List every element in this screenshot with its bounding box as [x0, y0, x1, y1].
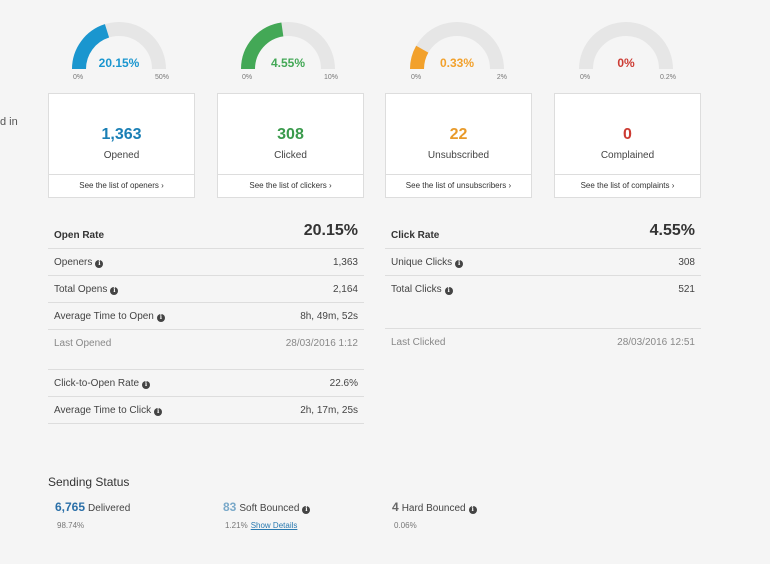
stat-row-unique-clicks: Unique Clicks i 308: [385, 249, 701, 276]
stat-value: 28/03/2016 1:12: [285, 338, 358, 349]
card-value: 308: [277, 126, 304, 143]
complaints-list-link[interactable]: See the list of complaints ›: [555, 174, 700, 197]
stat-value: 8h, 49m, 52s: [300, 311, 358, 322]
delivered-count: 6,765: [55, 500, 86, 514]
stat-row-avg-time-open: Average Time to Open i 8h, 49m, 52s: [48, 303, 364, 330]
gauge-click-rate: 4.55% 0% 10%: [238, 22, 338, 84]
info-icon[interactable]: i: [302, 506, 311, 514]
openers-list-link[interactable]: See the list of openers ›: [49, 174, 194, 197]
gauge-arc: [410, 22, 504, 70]
open-stats-panel: Open Rate 20.15% Openers i 1,363 Total Op…: [48, 217, 364, 357]
gauge-percent: 0.33%: [439, 56, 475, 70]
stat-value: 1,363: [332, 257, 358, 268]
stat-value: 521: [678, 284, 695, 295]
gauge-complaint-rate: 0% 0% 0.2%: [576, 22, 676, 84]
card-value: 22: [449, 126, 468, 143]
gauge-arc: [241, 22, 335, 70]
stat-row-avg-time-click: Average Time to Click i 2h, 17m, 25s: [48, 397, 364, 424]
stat-value: 308: [678, 257, 695, 268]
cut-off-text: d in: [0, 116, 18, 128]
stat-label: Last Clicked: [391, 337, 446, 348]
info-icon[interactable]: i: [156, 314, 165, 322]
stat-label: Total Opens: [54, 284, 108, 295]
stat-label: Openers: [54, 257, 93, 268]
info-icon[interactable]: i: [468, 506, 477, 514]
click-to-open-panel: Click-to-Open Rate i 22.6% Average Time t…: [48, 369, 364, 424]
stat-value: 2h, 17m, 25s: [300, 405, 358, 416]
hard-bounced-label: Hard Bounced: [401, 503, 466, 514]
card-label: Opened: [103, 150, 140, 161]
card-complained: 0 Complained See the list of complaints …: [554, 93, 701, 198]
delivered-stat: 6,765 Delivered 98.74%: [55, 500, 131, 530]
stat-value: 2,164: [332, 284, 358, 295]
clickers-list-link[interactable]: See the list of clickers ›: [218, 174, 363, 197]
stat-row-click-to-open: Click-to-Open Rate i 22.6%: [48, 370, 364, 397]
delivered-pct: 98.74%: [57, 521, 85, 530]
gauge-arc: [72, 22, 166, 70]
gauge-max: 50%: [154, 74, 169, 81]
card-label: Unsubscribed: [427, 150, 490, 161]
hard-bounced-count: 4: [392, 500, 399, 514]
hard-bounced-stat: 4 Hard Bounced i 0.06%: [392, 500, 477, 530]
gauge-percent: 4.55%: [270, 56, 306, 70]
soft-bounced-count: 83: [223, 500, 237, 514]
info-icon[interactable]: i: [455, 260, 464, 268]
card-value: 0: [623, 126, 632, 143]
gauge-max: 10%: [323, 74, 338, 81]
card-label: Complained: [600, 150, 655, 161]
stat-label: Click-to-Open Rate: [54, 378, 140, 389]
hard-bounced-pct: 0.06%: [394, 521, 417, 530]
card-clicked: 308 Clicked See the list of clickers ›: [217, 93, 364, 198]
info-icon[interactable]: i: [444, 287, 453, 295]
gauge-min: 0%: [411, 74, 422, 81]
soft-bounced-stat: 83 Soft Bounced i 1.21% Show Details: [223, 500, 311, 530]
card-value: 1,363: [101, 126, 142, 143]
click-stats-panel: Click Rate 4.55% Unique Clicks i 308 Tota…: [385, 217, 701, 303]
last-clicked-panel: Last Clicked 28/03/2016 12:51: [385, 328, 701, 356]
gauge-max: 2%: [496, 74, 507, 81]
soft-bounced-label: Soft Bounced: [239, 503, 300, 514]
stat-row-last-clicked: Last Clicked 28/03/2016 12:51: [385, 329, 701, 356]
info-icon[interactable]: i: [142, 381, 151, 389]
card-opened: 1,363 Opened See the list of openers ›: [48, 93, 195, 198]
card-unsubscribed: 22 Unsubscribed See the list of unsubscr…: [385, 93, 532, 198]
stat-label: Total Clicks: [391, 284, 442, 295]
gauge-arc: [579, 22, 673, 70]
gauge-max: 0.2%: [660, 74, 676, 81]
stat-label: Last Opened: [54, 338, 112, 349]
soft-bounced-pct: 1.21%: [225, 521, 248, 530]
stat-value: 22.6%: [329, 378, 358, 389]
show-details-link[interactable]: Show Details: [250, 521, 298, 530]
gauge-min: 0%: [580, 74, 591, 81]
stat-label: Average Time to Open: [54, 311, 154, 322]
gauge-percent: 0%: [617, 56, 635, 70]
open-rate-title: Open Rate: [54, 230, 105, 241]
gauge-percent: 20.15%: [98, 56, 140, 70]
info-icon[interactable]: i: [95, 260, 104, 268]
info-icon[interactable]: i: [154, 408, 163, 416]
stat-row-openers: Openers i 1,363: [48, 249, 364, 276]
gauge-min: 0%: [242, 74, 253, 81]
unsubscribers-list-link[interactable]: See the list of unsubscribers ›: [386, 174, 531, 197]
stat-row-last-opened: Last Opened 28/03/2016 1:12: [48, 330, 364, 357]
open-rate-header: Open Rate 20.15%: [48, 217, 364, 249]
click-rate-header: Click Rate 4.55%: [385, 217, 701, 249]
click-rate-value: 4.55%: [649, 222, 695, 239]
stat-label: Unique Clicks: [391, 257, 453, 268]
card-label: Clicked: [274, 150, 307, 161]
gauge-unsubscribe-rate: 0.33% 0% 2%: [407, 22, 507, 84]
click-rate-title: Click Rate: [391, 230, 440, 241]
open-rate-value: 20.15%: [303, 222, 358, 239]
info-icon[interactable]: i: [110, 287, 119, 295]
stat-value: 28/03/2016 12:51: [617, 337, 695, 348]
stat-label: Average Time to Click: [54, 405, 152, 416]
sending-status-title: Sending Status: [48, 475, 130, 489]
stat-row-total-opens: Total Opens i 2,164: [48, 276, 364, 303]
stat-row-total-clicks: Total Clicks i 521: [385, 276, 701, 303]
gauge-open-rate: 20.15% 0% 50%: [69, 22, 169, 84]
delivered-label: Delivered: [88, 503, 131, 514]
gauge-min: 0%: [73, 74, 84, 81]
